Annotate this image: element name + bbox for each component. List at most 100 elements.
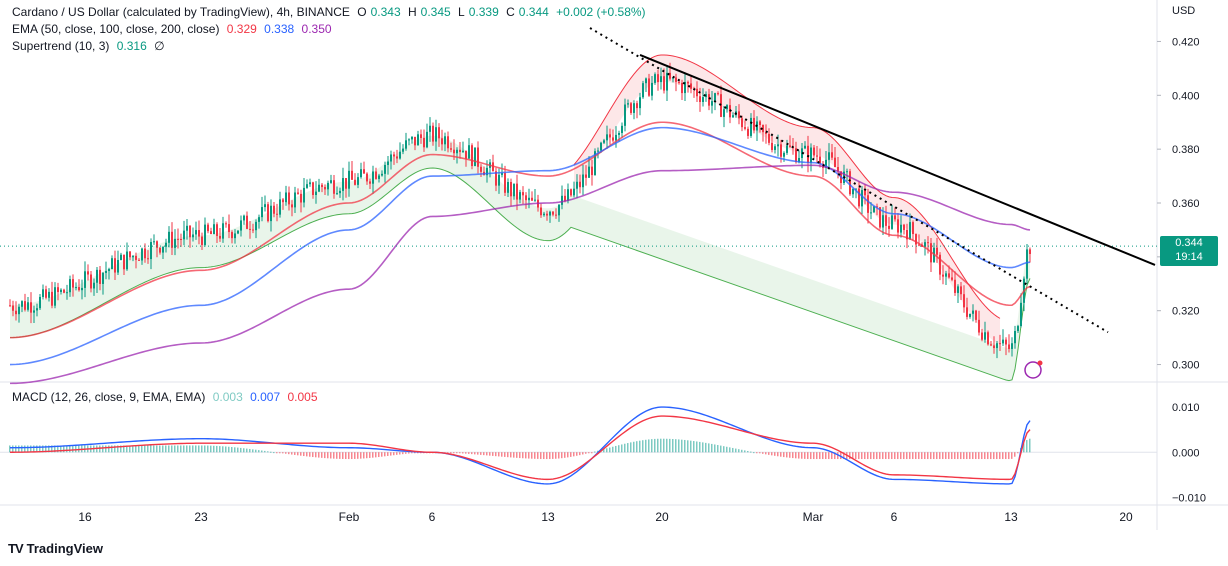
macd-histogram-bar [381, 452, 383, 457]
macd-histogram-bar [732, 447, 734, 453]
macd-histogram-bar [861, 452, 863, 460]
macd-histogram-bar [216, 445, 218, 453]
candle-body [237, 230, 239, 234]
macd-histogram-bar [1014, 452, 1016, 457]
macd-histogram-bar [897, 452, 899, 460]
candle-body [867, 195, 869, 213]
candle-body [531, 197, 533, 201]
candle-body [945, 273, 947, 277]
macd-histogram-bar [984, 452, 986, 460]
candle-body [264, 204, 266, 208]
candle-body [159, 247, 161, 253]
candle-body [681, 82, 683, 94]
macd-histogram-bar [588, 452, 590, 454]
tradingview-brand[interactable]: TV TradingView [8, 541, 103, 556]
candle-body [63, 289, 65, 293]
macd-histogram-bar [993, 452, 995, 460]
macd-histogram-bar [30, 445, 32, 453]
macd-histogram-bar [753, 452, 755, 454]
macd-histogram-bar [903, 452, 905, 460]
candle-body [186, 225, 188, 231]
macd-histogram-bar [348, 452, 350, 460]
candle-body [591, 166, 593, 176]
macd-histogram-bar [1029, 438, 1031, 453]
macd-histogram-bar [9, 445, 11, 453]
candle-body [36, 308, 38, 311]
macd-histogram-bar [126, 445, 128, 453]
candle-body [864, 190, 866, 196]
candle-body [447, 136, 449, 149]
macd-histogram-bar [306, 452, 308, 457]
candle-body [1014, 330, 1016, 344]
price-tick-label: 0.400 [1172, 90, 1200, 102]
macd-histogram-bar [522, 452, 524, 459]
candle-body [534, 199, 536, 201]
symbol-title[interactable]: Cardano / US Dollar (calculated by Tradi… [12, 5, 350, 19]
candle-body [705, 94, 707, 98]
macd-histogram-bar [447, 452, 449, 454]
candle-body [744, 127, 746, 129]
macd-legend[interactable]: MACD (12, 26, close, 9, EMA, EMA) 0.003 … [12, 389, 322, 405]
candle-body [990, 344, 992, 346]
candle-body [354, 179, 356, 185]
candle-body [270, 205, 272, 222]
candle-body [456, 149, 458, 154]
candle-body [210, 231, 212, 235]
macd-histogram-bar [51, 445, 53, 453]
candle-body [99, 269, 101, 284]
supertrend-legend[interactable]: Supertrend (10, 3) 0.316 ∅ [12, 38, 169, 54]
candle-body [600, 142, 602, 151]
candle-body [954, 279, 956, 293]
candle-body [726, 105, 728, 110]
macd-histogram-bar [69, 445, 71, 453]
ema-legend[interactable]: EMA (50, close, 100, close, 200, close) … [12, 21, 336, 37]
candle-body [906, 230, 908, 240]
candle-body [525, 195, 527, 201]
candle-body [177, 238, 179, 240]
candle-body [699, 96, 701, 102]
macd-histogram-bar [528, 452, 530, 459]
macd-histogram-bar [36, 445, 38, 453]
candle-body [624, 104, 626, 126]
macd-histogram-bar [354, 452, 356, 459]
supertrend-empty-icon: ∅ [154, 39, 165, 53]
macd-histogram-bar [645, 439, 647, 453]
candle-body [279, 199, 281, 215]
macd-histogram-bar [684, 439, 686, 453]
candle-body [156, 241, 158, 248]
candle-body [222, 223, 224, 239]
macd-histogram-bar [759, 452, 761, 454]
macd-histogram-bar [945, 452, 947, 460]
macd-tick-label: 0.010 [1172, 402, 1200, 414]
macd-histogram-bar [312, 452, 314, 458]
macd-histogram-bar [729, 447, 731, 453]
macd-histogram-bar [189, 445, 191, 453]
candle-body [753, 117, 755, 131]
macd-histogram-bar [906, 452, 908, 460]
macd-histogram-bar [915, 452, 917, 460]
candle-body [195, 230, 197, 235]
candle-body [837, 167, 839, 172]
macd-histogram-bar [288, 452, 290, 455]
candle-body [27, 302, 29, 310]
macd-histogram-bar [399, 452, 401, 455]
candle-body [135, 255, 137, 260]
macd-histogram-bar [513, 452, 515, 458]
candle-body [885, 215, 887, 226]
macd-pane [0, 406, 1157, 485]
macd-histogram-bar [612, 446, 614, 453]
candle-body [774, 146, 776, 150]
macd-histogram-bar [177, 445, 179, 453]
candle-body [408, 139, 410, 141]
candle-body [978, 319, 980, 333]
trend-lines[interactable] [589, 27, 1156, 379]
time-tick-label: 23 [194, 510, 208, 524]
candle-body [987, 332, 989, 345]
candle-body [420, 134, 422, 138]
macd-histogram-bar [630, 442, 632, 453]
candle-body [123, 254, 125, 270]
currency-label: USD [1172, 5, 1196, 17]
candle-body [480, 166, 482, 172]
candle-body [132, 255, 134, 258]
